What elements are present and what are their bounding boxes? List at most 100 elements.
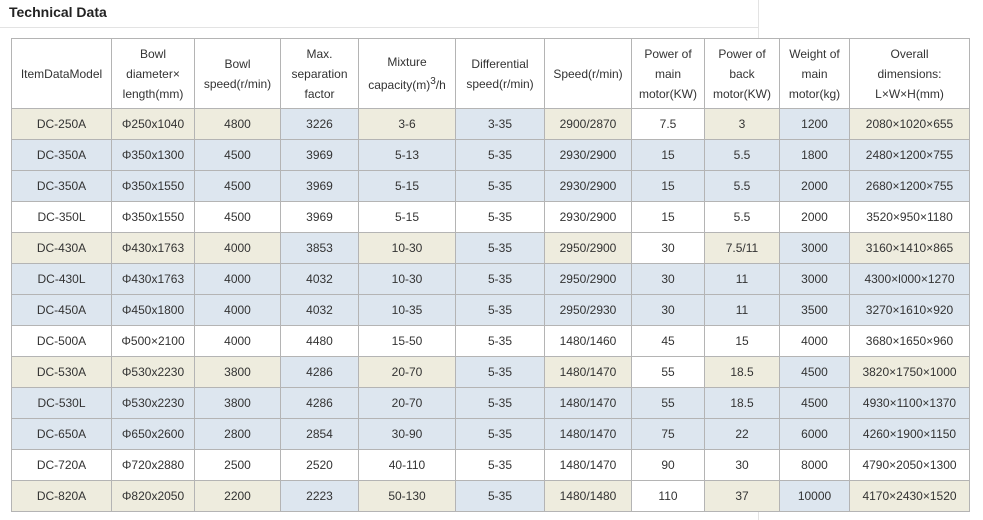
table-cell: 4500: [194, 201, 281, 233]
table-cell: Φ430x1763: [111, 263, 195, 295]
table-cell: 40-110: [358, 449, 456, 481]
table-cell: 2200: [194, 480, 281, 512]
table-cell: 30: [704, 449, 780, 481]
table-cell: 2000: [779, 201, 850, 233]
table-cell: 18.5: [704, 356, 780, 388]
model-cell: DC-650A: [11, 418, 112, 450]
table-cell: 3: [704, 108, 780, 140]
column-header-line: Power of: [718, 46, 766, 61]
table-cell: 5-35: [455, 449, 545, 481]
column-header-line: Bowl: [139, 46, 166, 61]
column-header: Bowl speed(r/min): [194, 38, 281, 109]
table-cell: 4000: [194, 232, 281, 264]
table-cell: 4000: [194, 325, 281, 357]
table-row: DC-530L Φ530x2230 3800 4286 20-70 5-35 1480/14…: [11, 387, 970, 419]
table-cell: 7.5: [631, 108, 705, 140]
table-cell: 10-30: [358, 263, 456, 295]
table-cell: 30: [631, 232, 705, 264]
table-cell: 3226: [280, 108, 359, 140]
column-header-line: speed(r/min): [203, 76, 272, 91]
table-row: DC-430L Φ430x1763 4000 4032 10-30 5-35 2950/29…: [11, 263, 970, 295]
column-header-line: Overall: [890, 46, 929, 61]
table-cell: 6000: [779, 418, 850, 450]
column-header-line: separation: [291, 66, 348, 81]
model-cell: DC-350A: [11, 139, 112, 171]
table-cell: 2480×1200×755: [849, 139, 970, 171]
model-cell: DC-500A: [11, 325, 112, 357]
table-cell: 5-35: [455, 170, 545, 202]
table-cell: 4170×2430×1520: [849, 480, 970, 512]
table-cell: Φ530x2230: [111, 387, 195, 419]
table-cell: 3969: [280, 139, 359, 171]
table-cell: 5.5: [704, 201, 780, 233]
table-cell: 2080×1020×655: [849, 108, 970, 140]
table-cell: 3000: [779, 263, 850, 295]
column-header: ItemDataModel: [11, 38, 112, 109]
table-cell: 75: [631, 418, 705, 450]
table-cell: 110: [631, 480, 705, 512]
table-body: DC-250A Φ250x1040 4800 3226 3-6 3-35 2900/2870…: [11, 108, 970, 512]
column-header-line: factor: [304, 86, 335, 101]
column-header: Overall dimensions: L×W×H(mm): [849, 38, 970, 109]
column-header: Max. separation factor: [280, 38, 359, 109]
table-cell: 11: [704, 263, 780, 295]
table-cell: 10-30: [358, 232, 456, 264]
table-cell: 4032: [280, 294, 359, 326]
table-cell: 2854: [280, 418, 359, 450]
table-cell: 5-13: [358, 139, 456, 171]
table-cell: 2930/2900: [544, 170, 632, 202]
column-header: Weight of main motor(kg): [779, 38, 850, 109]
table-cell: Φ250x1040: [111, 108, 195, 140]
table-cell: 4260×1900×1150: [849, 418, 970, 450]
table-cell: 2900/2870: [544, 108, 632, 140]
table-row: DC-450A Φ450x1800 4000 4032 10-35 5-35 2950/29…: [11, 294, 970, 326]
column-header-line: back: [729, 66, 755, 81]
table-cell: 3800: [194, 356, 281, 388]
table-cell: 4000: [194, 263, 281, 295]
table-cell: 1480/1470: [544, 449, 632, 481]
table-cell: 2000: [779, 170, 850, 202]
table-cell: 5-35: [455, 387, 545, 419]
table-cell: 90: [631, 449, 705, 481]
table-cell: 4500: [194, 170, 281, 202]
model-cell: DC-250A: [11, 108, 112, 140]
column-header-line: Power of: [644, 46, 692, 61]
table-cell: 4500: [779, 356, 850, 388]
table-cell: 4790×2050×1300: [849, 449, 970, 481]
column-header-line: length(mm): [122, 86, 184, 101]
table-cell: Φ650x2600: [111, 418, 195, 450]
model-cell: DC-720A: [11, 449, 112, 481]
model-cell: DC-450A: [11, 294, 112, 326]
table-cell: 2680×1200×755: [849, 170, 970, 202]
column-header-line: motor(KW): [639, 86, 697, 101]
column-header-line: Weight of: [789, 46, 840, 61]
technical-data-table: ItemDataModel Bowl diameter× length(mm) Bowl…: [11, 38, 970, 512]
table-cell: 30-90: [358, 418, 456, 450]
table-cell: 37: [704, 480, 780, 512]
table-row: DC-350A Φ350x1550 4500 3969 5-15 5-35 2930/290…: [11, 170, 970, 202]
table-cell: Φ720x2880: [111, 449, 195, 481]
table-cell: 5-15: [358, 170, 456, 202]
column-header: Power of main motor(KW): [631, 38, 705, 109]
table-cell: 55: [631, 387, 705, 419]
title-bar: Technical Data: [0, 0, 758, 28]
table-cell: 2223: [280, 480, 359, 512]
table-cell: 45: [631, 325, 705, 357]
table-cell: 1480/1470: [544, 418, 632, 450]
column-header-line: ItemDataModel: [20, 66, 103, 81]
table-cell: 3969: [280, 201, 359, 233]
table-cell: 4500: [779, 387, 850, 419]
table-cell: 5-35: [455, 263, 545, 295]
table-cell: 3000: [779, 232, 850, 264]
model-cell: DC-530A: [11, 356, 112, 388]
table-cell: 15: [631, 139, 705, 171]
table-cell: 3160×1410×865: [849, 232, 970, 264]
table-cell: 50-130: [358, 480, 456, 512]
table-cell: 4032: [280, 263, 359, 295]
table-cell: 5-15: [358, 201, 456, 233]
table-cell: 2950/2900: [544, 232, 632, 264]
table-cell: 3820×1750×1000: [849, 356, 970, 388]
model-cell: DC-820A: [11, 480, 112, 512]
table-row: DC-430A Φ430x1763 4000 3853 10-30 5-35 2950/29…: [11, 232, 970, 264]
table-cell: 15-50: [358, 325, 456, 357]
